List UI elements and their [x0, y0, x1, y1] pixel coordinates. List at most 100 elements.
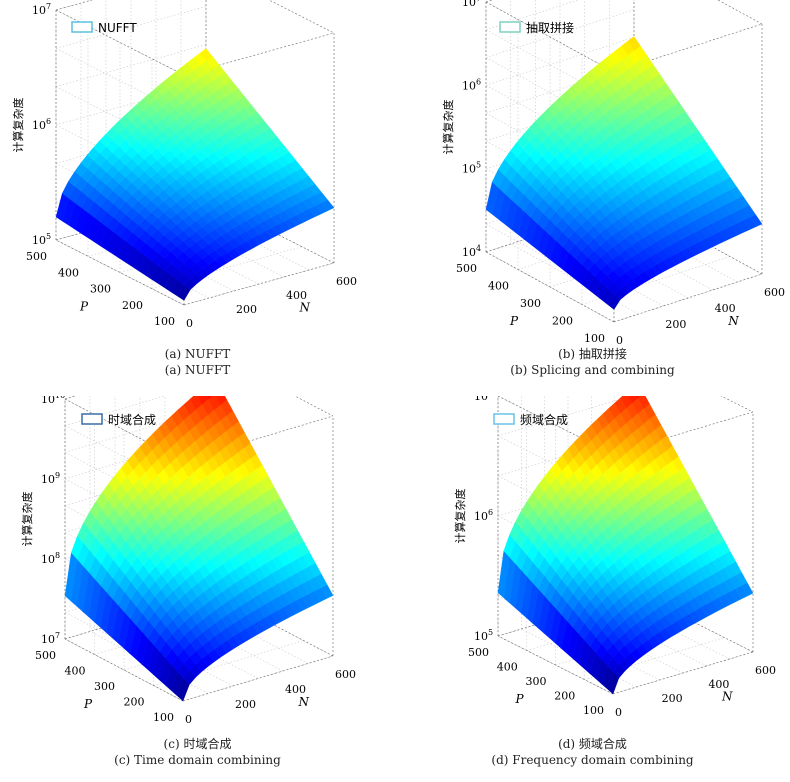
x-tick-label: 200	[662, 692, 683, 705]
caption-zh-a: (a) NUFFT	[164, 347, 231, 361]
x-tick-label: 200	[665, 318, 686, 331]
y-axis-label: P	[509, 314, 519, 328]
surface-patch	[215, 396, 228, 406]
x-tick-label: 200	[235, 698, 256, 711]
y-tick-label: 100	[153, 711, 174, 724]
z-tick-label: 105	[32, 232, 51, 247]
x-ticks: 0 200 400 600	[615, 664, 776, 719]
surface-patch	[197, 396, 209, 405]
z-tick-exp: 6	[476, 77, 481, 86]
z-tick-base: 10	[474, 510, 488, 523]
z-tick-exp: 6	[488, 508, 493, 517]
y-tick-label: 400	[488, 280, 509, 293]
x-tick-label: 600	[335, 668, 356, 681]
x-tick-label: 200	[236, 303, 257, 316]
x-tick-label: 0	[186, 317, 193, 330]
z-tick-exp: 4	[476, 244, 481, 253]
y-tick-label: 200	[554, 690, 575, 703]
z-tick-base: 10	[462, 0, 476, 9]
y-tick-label: 400	[497, 661, 518, 674]
y-tick-label: 400	[58, 266, 79, 279]
y-axis-label: P	[79, 300, 89, 314]
z-tick-label: 1010	[41, 396, 65, 406]
x-tick-label: 400	[285, 683, 306, 696]
surface-patch	[637, 396, 650, 409]
y-tick-label: 500	[456, 262, 477, 275]
x-tick-label: 400	[286, 289, 307, 302]
z-tick-base: 10	[41, 396, 55, 406]
surface	[64, 396, 334, 702]
z-axis-label: 计算复杂度	[441, 100, 455, 155]
legend-label: NUFFT	[98, 21, 137, 35]
z-tick-label: 109	[41, 471, 60, 486]
z-tick-exp: 6	[46, 117, 51, 126]
caption-zh-b: (b) 抽取拼接	[558, 347, 627, 361]
surface-patch	[206, 396, 213, 400]
x-tick-label: 600	[755, 664, 776, 677]
z-tick-exp: 10	[55, 396, 65, 400]
y-ticks: 100 200 300 400 500	[456, 262, 605, 345]
z-tick-label: 104	[462, 244, 481, 259]
legend: NUFFT	[71, 21, 137, 35]
z-tick-base: 10	[474, 630, 488, 643]
x-axis-label: N	[721, 690, 733, 704]
y-tick-label: 100	[584, 332, 605, 345]
z-tick-label: 107	[462, 0, 481, 9]
z-tick-exp: 5	[46, 232, 51, 241]
caption-zh-d: (d) 频域合成	[558, 737, 627, 751]
subplot-b: 104105106107计算复杂度0200400600N100200300400…	[395, 0, 790, 386]
y-ticks: 100 200 300 400 500	[35, 649, 174, 724]
legend-swatch	[81, 413, 103, 425]
z-axis-label: 计算复杂度	[453, 489, 467, 544]
z-tick-base: 10	[32, 4, 46, 17]
caption-zh-c: (c) 时域合成	[163, 737, 232, 751]
y-ticks: 100 200 300 400 500	[26, 250, 175, 328]
z-tick-exp: 7	[476, 0, 481, 3]
z-tick-exp: 9	[55, 471, 60, 480]
surface-patch	[620, 396, 633, 409]
x-tick-label: 400	[708, 678, 729, 691]
x-tick-label: 0	[185, 713, 192, 726]
subplot-c: 1071081091010计算复杂度0200400600N10020030040…	[0, 396, 395, 782]
chart-b: 104105106107计算复杂度0200400600N100200300400…	[441, 0, 785, 347]
z-tick-base: 10	[474, 396, 488, 403]
y-tick-label: 100	[154, 315, 175, 328]
chart-c: 1071081091010计算复杂度0200400600N10020030040…	[20, 396, 356, 726]
z-tick-label: 107	[32, 2, 51, 17]
z-tick-exp: 8	[55, 551, 60, 560]
y-ticks: 100 200 300 400 500	[468, 646, 604, 717]
surface-patch	[636, 396, 641, 399]
z-tick-exp: 5	[488, 628, 493, 637]
y-tick-label: 300	[526, 675, 547, 688]
chart-a: 105106107计算复杂度0200400600N100200300400500…	[11, 0, 357, 330]
z-tick-label: 106	[32, 117, 51, 132]
legend: 抽取拼接	[499, 20, 574, 35]
z-tick-base: 10	[41, 553, 55, 566]
legend-swatch	[499, 21, 521, 33]
x-axis-label: N	[298, 695, 310, 709]
z-tick-exp: 7	[46, 2, 51, 11]
subplot-d: 105106107计算复杂度0200400600N100200300400500…	[395, 396, 790, 782]
legend-label: 频域合成	[520, 412, 568, 427]
surface-patch	[627, 36, 641, 51]
legend-label: 时域合成	[108, 412, 156, 427]
legend-swatch	[71, 21, 93, 33]
z-tick-label: 107	[474, 396, 493, 403]
z-tick-base: 10	[32, 234, 46, 247]
surface-patch	[199, 48, 213, 62]
surface-patch	[627, 396, 639, 404]
x-ticks: 0 200 400 600	[186, 275, 357, 330]
y-tick-label: 500	[35, 649, 56, 662]
caption-en-d: (d) Frequency domain combining	[491, 753, 694, 767]
z-tick-label: 107	[41, 631, 60, 646]
z-tick-base: 10	[41, 473, 55, 486]
z-axis-label: 计算复杂度	[20, 492, 34, 547]
subplot-a: 105 106 107 计算复杂度 0 200 400 600 N 100 200 300 400 500…	[0, 0, 395, 386]
z-tick-base: 10	[462, 163, 476, 176]
y-axis-label: P	[83, 697, 93, 711]
z-tick-exp: 7	[55, 631, 60, 640]
z-ticks: 104105106107	[462, 0, 481, 259]
caption-en-c: (c) Time domain combining	[114, 753, 281, 767]
z-tick-label: 105	[474, 628, 493, 643]
